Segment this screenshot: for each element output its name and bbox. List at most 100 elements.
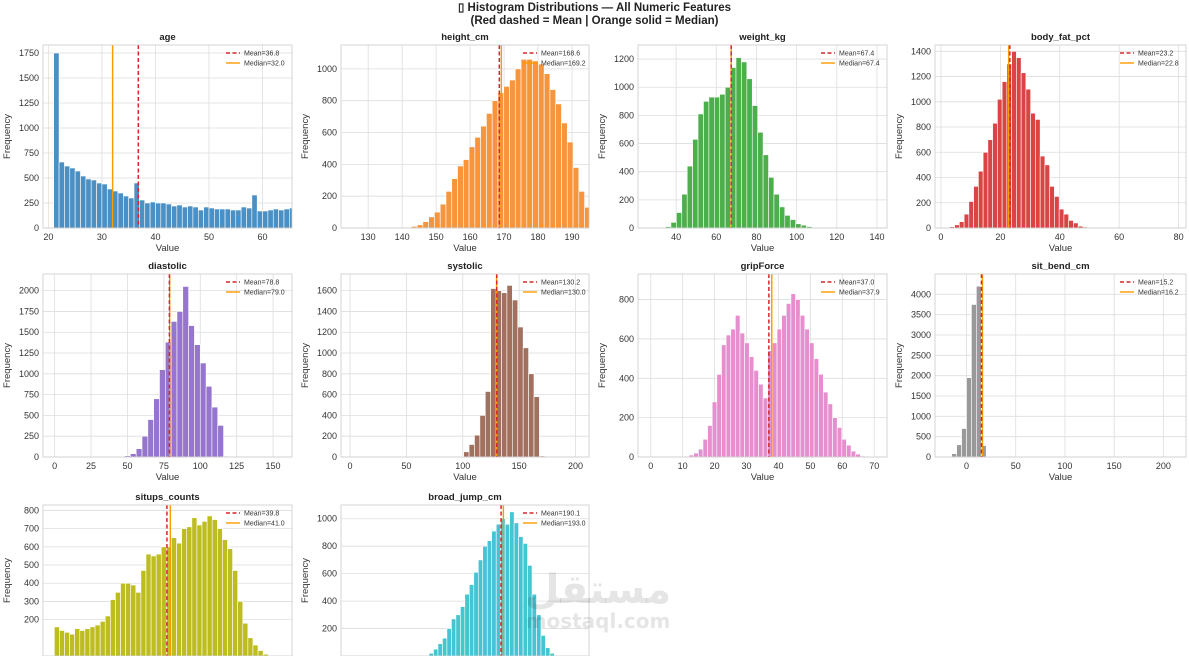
y-tick-label: 1500 <box>19 73 39 83</box>
histogram-bar <box>1039 155 1046 228</box>
y-tick-label: 800 <box>322 541 337 551</box>
y-tick-label: 750 <box>24 390 39 400</box>
legend-median-label: Median=22.8 <box>1138 61 1179 68</box>
histogram-panel-gripForce: 0 200 400 600 800 0 10 20 30 40 50 60 70 Mean=37.0 Med… <box>597 261 888 483</box>
histogram-bar <box>751 105 758 228</box>
x-axis-label: Value <box>453 243 477 254</box>
histogram-bar <box>74 628 81 656</box>
histogram-bar <box>1068 220 1074 228</box>
histogram-bar <box>836 427 843 457</box>
x-tick-label: 30 <box>742 461 752 471</box>
histogram-bar <box>963 213 970 228</box>
histogram-bar <box>841 438 847 457</box>
histogram-bar <box>211 406 219 457</box>
histogram-bar <box>536 614 542 656</box>
histogram-bar <box>725 334 732 457</box>
panel-title: height_cm <box>441 32 489 43</box>
x-tick-label: 25 <box>86 461 96 471</box>
bars-group <box>457 285 546 457</box>
histogram-panel-situps_counts: 200 300 400 500 600 700 800 Mean=39.8 Median=41.… <box>2 492 293 656</box>
histogram-bar <box>311 201 316 228</box>
histogram-bar <box>464 593 470 656</box>
x-tick-label: 170 <box>497 232 512 242</box>
histogram-bar <box>676 212 683 228</box>
histogram-bar <box>170 321 178 457</box>
histogram-bar <box>572 167 580 228</box>
histogram-bar <box>473 571 479 656</box>
legend-median-label: Median=79.0 <box>244 290 285 297</box>
histogram-bar <box>479 415 486 457</box>
x-axis-label: Value <box>751 472 775 483</box>
histogram-bar <box>451 618 457 656</box>
histogram-bar <box>150 555 157 656</box>
histogram-bar <box>171 537 177 656</box>
histogram-bar <box>455 614 461 656</box>
legend-mean-label: Mean=67.4 <box>839 51 874 58</box>
histogram-bar <box>101 183 108 228</box>
histogram-bar <box>79 630 86 656</box>
histogram-bar <box>123 195 129 228</box>
histogram-bar <box>1001 81 1008 228</box>
y-tick-label: 400 <box>619 373 634 383</box>
histogram-bar <box>730 328 736 457</box>
histogram-bar <box>474 136 481 228</box>
histogram-bar <box>739 332 745 457</box>
histogram-bar <box>139 199 146 228</box>
y-tick-label: 600 <box>619 139 634 149</box>
y-tick-label: 250 <box>24 198 39 208</box>
histogram-bar <box>135 448 143 457</box>
histogram-bar <box>532 60 539 228</box>
histogram-bar <box>795 299 801 457</box>
histogram-bar <box>477 559 484 656</box>
histogram-bar <box>468 444 475 457</box>
bars-group <box>946 285 992 457</box>
x-tick-label: 60 <box>258 232 268 242</box>
histogram-bar <box>480 125 487 228</box>
histogram-bar <box>283 208 290 228</box>
histogram-bar <box>527 565 533 656</box>
histogram-bar <box>721 344 727 457</box>
x-tick-label: 0 <box>938 232 943 242</box>
histogram-bar <box>741 61 748 228</box>
y-tick-label: 1500 <box>911 391 931 401</box>
y-tick-label: 600 <box>24 542 39 552</box>
y-tick-label: 0 <box>926 223 931 233</box>
histogram-bar <box>262 210 269 228</box>
histogram-bar <box>602 227 608 228</box>
x-tick-label: 50 <box>401 461 411 471</box>
histogram-bar <box>115 592 121 656</box>
histogram-bar <box>181 206 188 228</box>
histogram-panel-age: 0 250 500 750 1000 1250 1500 1750 20 30 40 50 60 Mean… <box>2 32 316 254</box>
plot-frame <box>42 504 293 656</box>
x-tick-label: 150 <box>429 232 444 242</box>
y-axis-label: Frequency <box>300 343 311 388</box>
histogram-bar <box>147 419 154 457</box>
y-tick-label: 700 <box>24 524 39 534</box>
histogram-bar <box>128 197 135 228</box>
y-tick-label: 4000 <box>911 289 931 299</box>
histogram-bar <box>789 219 796 228</box>
legend-mean-label: Mean=15.2 <box>1138 280 1173 287</box>
legend-mean-label: Mean=168.6 <box>541 51 580 58</box>
histogram-bar <box>509 79 516 228</box>
histogram-bar <box>486 540 493 656</box>
histogram-bar <box>176 542 182 656</box>
histogram-panel-broad_jump_cm: 200 400 600 800 1000 Mean=190.1 Median=193.0 br… <box>300 492 590 656</box>
x-tick-label: 20 <box>995 232 1005 242</box>
histogram-bar <box>827 403 833 457</box>
x-tick-label: 60 <box>711 232 721 242</box>
histogram-bar <box>112 190 119 228</box>
histogram-bar <box>735 57 742 228</box>
histogram-bar <box>719 93 726 228</box>
x-tick-label: 100 <box>1057 461 1072 471</box>
histogram-bar <box>433 648 439 656</box>
histogram-bar <box>509 511 515 656</box>
x-tick-label: 20 <box>710 461 720 471</box>
x-tick-label: 150 <box>1107 461 1122 471</box>
histogram-bar <box>954 224 960 228</box>
histogram-bar <box>214 208 221 228</box>
x-tick-label: 60 <box>837 461 847 471</box>
histogram-bar <box>716 374 722 457</box>
y-tick-label: 500 <box>916 432 931 442</box>
plot-frame <box>42 44 293 229</box>
